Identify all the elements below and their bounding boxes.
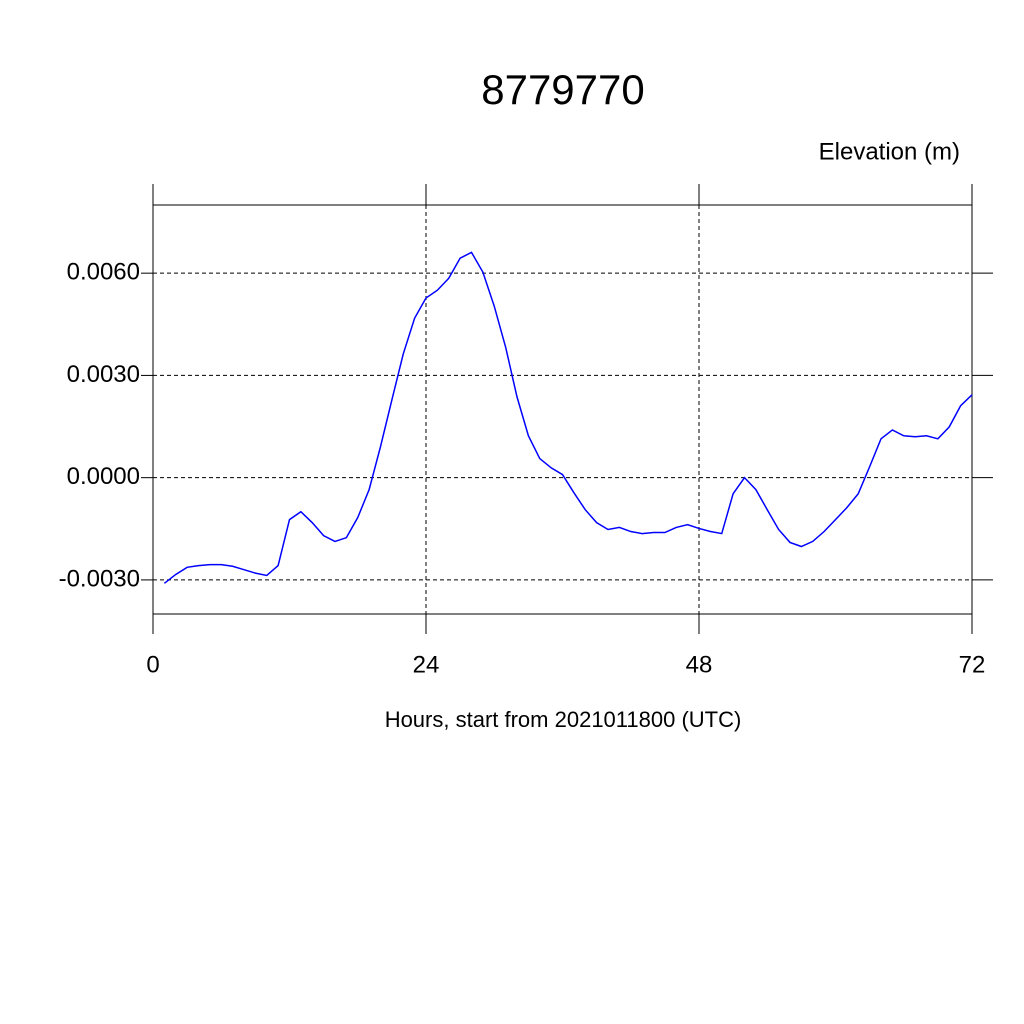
y-tick-label: 0.0000 [67, 463, 140, 490]
x-tick-label: 72 [959, 651, 986, 678]
x-axis-label: Hours, start from 2021011800 (UTC) [385, 707, 742, 732]
y-tick-label: 0.0060 [67, 259, 140, 286]
y-tick-label: 0.0030 [67, 361, 140, 388]
x-tick-label: 24 [413, 651, 440, 678]
chart-title: 8779770 [481, 66, 645, 113]
plot-frame [152, 204, 973, 615]
x-tick-label: 48 [686, 651, 713, 678]
x-tick-label: 0 [146, 651, 159, 678]
y-axis-label: Elevation (m) [819, 138, 960, 165]
data-line [163, 251, 973, 584]
y-tick-label: -0.0030 [59, 565, 140, 592]
